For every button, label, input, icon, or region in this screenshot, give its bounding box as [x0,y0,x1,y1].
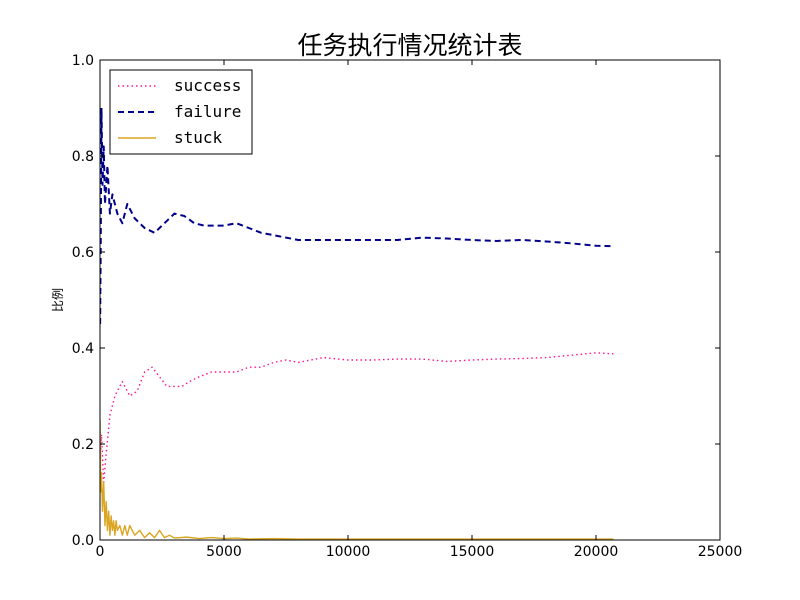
y-tick-label: 0.6 [72,245,94,261]
x-tick-label: 10000 [326,544,371,560]
x-tick-label: 5000 [206,544,242,560]
x-tick-label: 0 [96,544,105,560]
series-line-failure [100,107,614,325]
legend-label-success: success [174,76,241,95]
y-tick-label: 0.8 [72,149,94,165]
plot-area [100,107,614,540]
x-tick-label: 15000 [450,544,495,560]
plot-frame [99,59,721,541]
x-axis: 0 5000 10000 15000 20000 25000 [96,60,743,560]
y-tick-label: 0.0 [72,533,94,549]
legend-items: success failure stuck [118,76,241,147]
x-tick-label: 20000 [574,544,619,560]
series-line-success [100,352,614,484]
y-tick-label: 0.4 [72,341,94,357]
y-tick-label: 0.2 [72,437,94,453]
legend: success failure stuck [109,69,253,155]
y-axis-label: 比例 [51,288,65,312]
series-line-stuck [100,419,614,540]
chart-title: 任务执行情况统计表 [297,31,522,60]
y-tick-label: 1.0 [72,53,94,69]
legend-label-failure: failure [174,102,241,121]
series-layer [100,107,614,540]
x-tick-label: 25000 [698,544,743,560]
legend-label-stuck: stuck [174,128,223,147]
y-axis: 0.0 0.2 0.4 0.6 0.8 1.0 [72,53,720,549]
